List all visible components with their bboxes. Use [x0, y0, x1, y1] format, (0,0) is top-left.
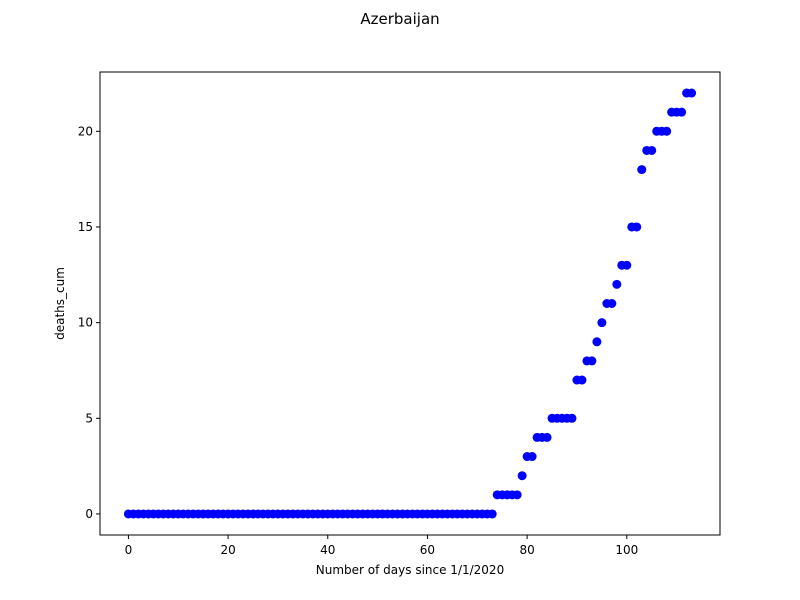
data-point — [512, 490, 522, 500]
data-point — [527, 452, 537, 462]
plot-area — [123, 88, 697, 519]
data-point — [517, 471, 527, 481]
data-point — [677, 107, 687, 117]
y-tick-label: 20 — [78, 124, 93, 138]
x-tick-label: 100 — [615, 543, 638, 557]
data-point — [662, 126, 672, 136]
x-tick-label: 60 — [420, 543, 435, 557]
x-axis: 0 20 40 60 80 100 — [125, 535, 638, 557]
data-point — [542, 432, 552, 442]
data-point — [632, 222, 642, 232]
data-point — [587, 356, 597, 366]
y-axis-label: deaths_cum — [53, 267, 67, 340]
data-point — [637, 165, 647, 175]
data-point — [567, 413, 577, 423]
data-point — [487, 509, 497, 519]
x-tick-label: 20 — [220, 543, 235, 557]
data-point — [622, 260, 632, 270]
data-point — [647, 145, 657, 155]
x-tick-label: 0 — [125, 543, 133, 557]
data-point — [607, 299, 617, 308]
y-tick-label: 5 — [85, 411, 93, 425]
data-point — [577, 375, 587, 385]
y-tick-label: 10 — [78, 316, 93, 330]
data-point — [687, 88, 697, 98]
x-axis-label: Number of days since 1/1/2020 — [316, 563, 504, 577]
data-point — [612, 279, 622, 289]
y-tick-label: 15 — [78, 220, 93, 234]
y-axis: 0 5 10 15 20 — [78, 124, 100, 521]
data-point — [592, 337, 602, 347]
chart-title: Azerbaijan — [360, 10, 439, 28]
plot-frame — [99, 71, 721, 536]
x-tick-label: 80 — [519, 543, 534, 557]
data-point — [597, 318, 607, 328]
y-tick-label: 0 — [85, 507, 93, 521]
x-tick-label: 40 — [320, 543, 335, 557]
